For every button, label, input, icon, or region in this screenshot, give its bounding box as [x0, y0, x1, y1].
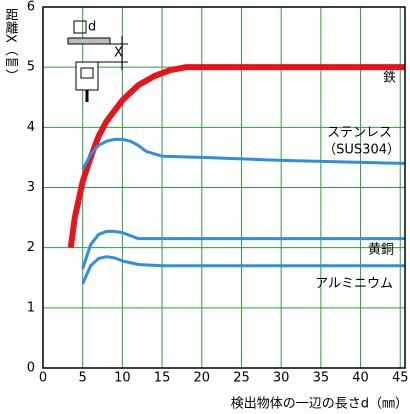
x-tick-label: 25 [233, 371, 250, 386]
inset-diagram: dX [67, 20, 128, 102]
series-label: アルミニウム [315, 277, 393, 292]
target-plate [67, 37, 111, 45]
y-tick-label: 6 [27, 0, 35, 15]
x-tick-label: 5 [79, 371, 87, 386]
x-tick-label: 15 [154, 371, 171, 386]
x-tick-label: 20 [193, 371, 210, 386]
y-axis-label: 距離X（㎜） [3, 8, 19, 82]
y-tick-label: 2 [27, 240, 35, 255]
inset-x-label: X [114, 46, 123, 61]
x-tick-label: 45 [392, 371, 409, 386]
series-label: 鉄 [383, 71, 396, 86]
y-tick-label: 3 [27, 180, 35, 195]
series-label: 黄銅 [368, 243, 394, 258]
x-tick-label: 10 [114, 371, 131, 386]
y-tick-label: 4 [27, 120, 35, 135]
x-tick-label: 40 [352, 371, 369, 386]
series-label: ステンレス [327, 126, 392, 141]
x-tick-label: 0 [39, 371, 47, 386]
series-line [81, 229, 405, 270]
y-tick-label: 5 [27, 60, 35, 75]
sensor-face [80, 67, 94, 79]
series-line [81, 255, 405, 285]
y-tick-label: 0 [27, 361, 35, 376]
target-square [73, 20, 87, 34]
x-tick-label: 30 [273, 371, 290, 386]
sensor-head [75, 61, 99, 91]
x-axis-label: 検出物体の一辺の長さd（㎜） [231, 397, 408, 412]
x-tick-label: 35 [313, 371, 330, 386]
annotation: （SUS304） [323, 143, 400, 158]
series-line [67, 64, 405, 249]
plot-border [42, 6, 406, 369]
inset-d-label: d [88, 20, 96, 35]
series-line [81, 137, 406, 171]
y-tick-label: 1 [27, 300, 35, 315]
